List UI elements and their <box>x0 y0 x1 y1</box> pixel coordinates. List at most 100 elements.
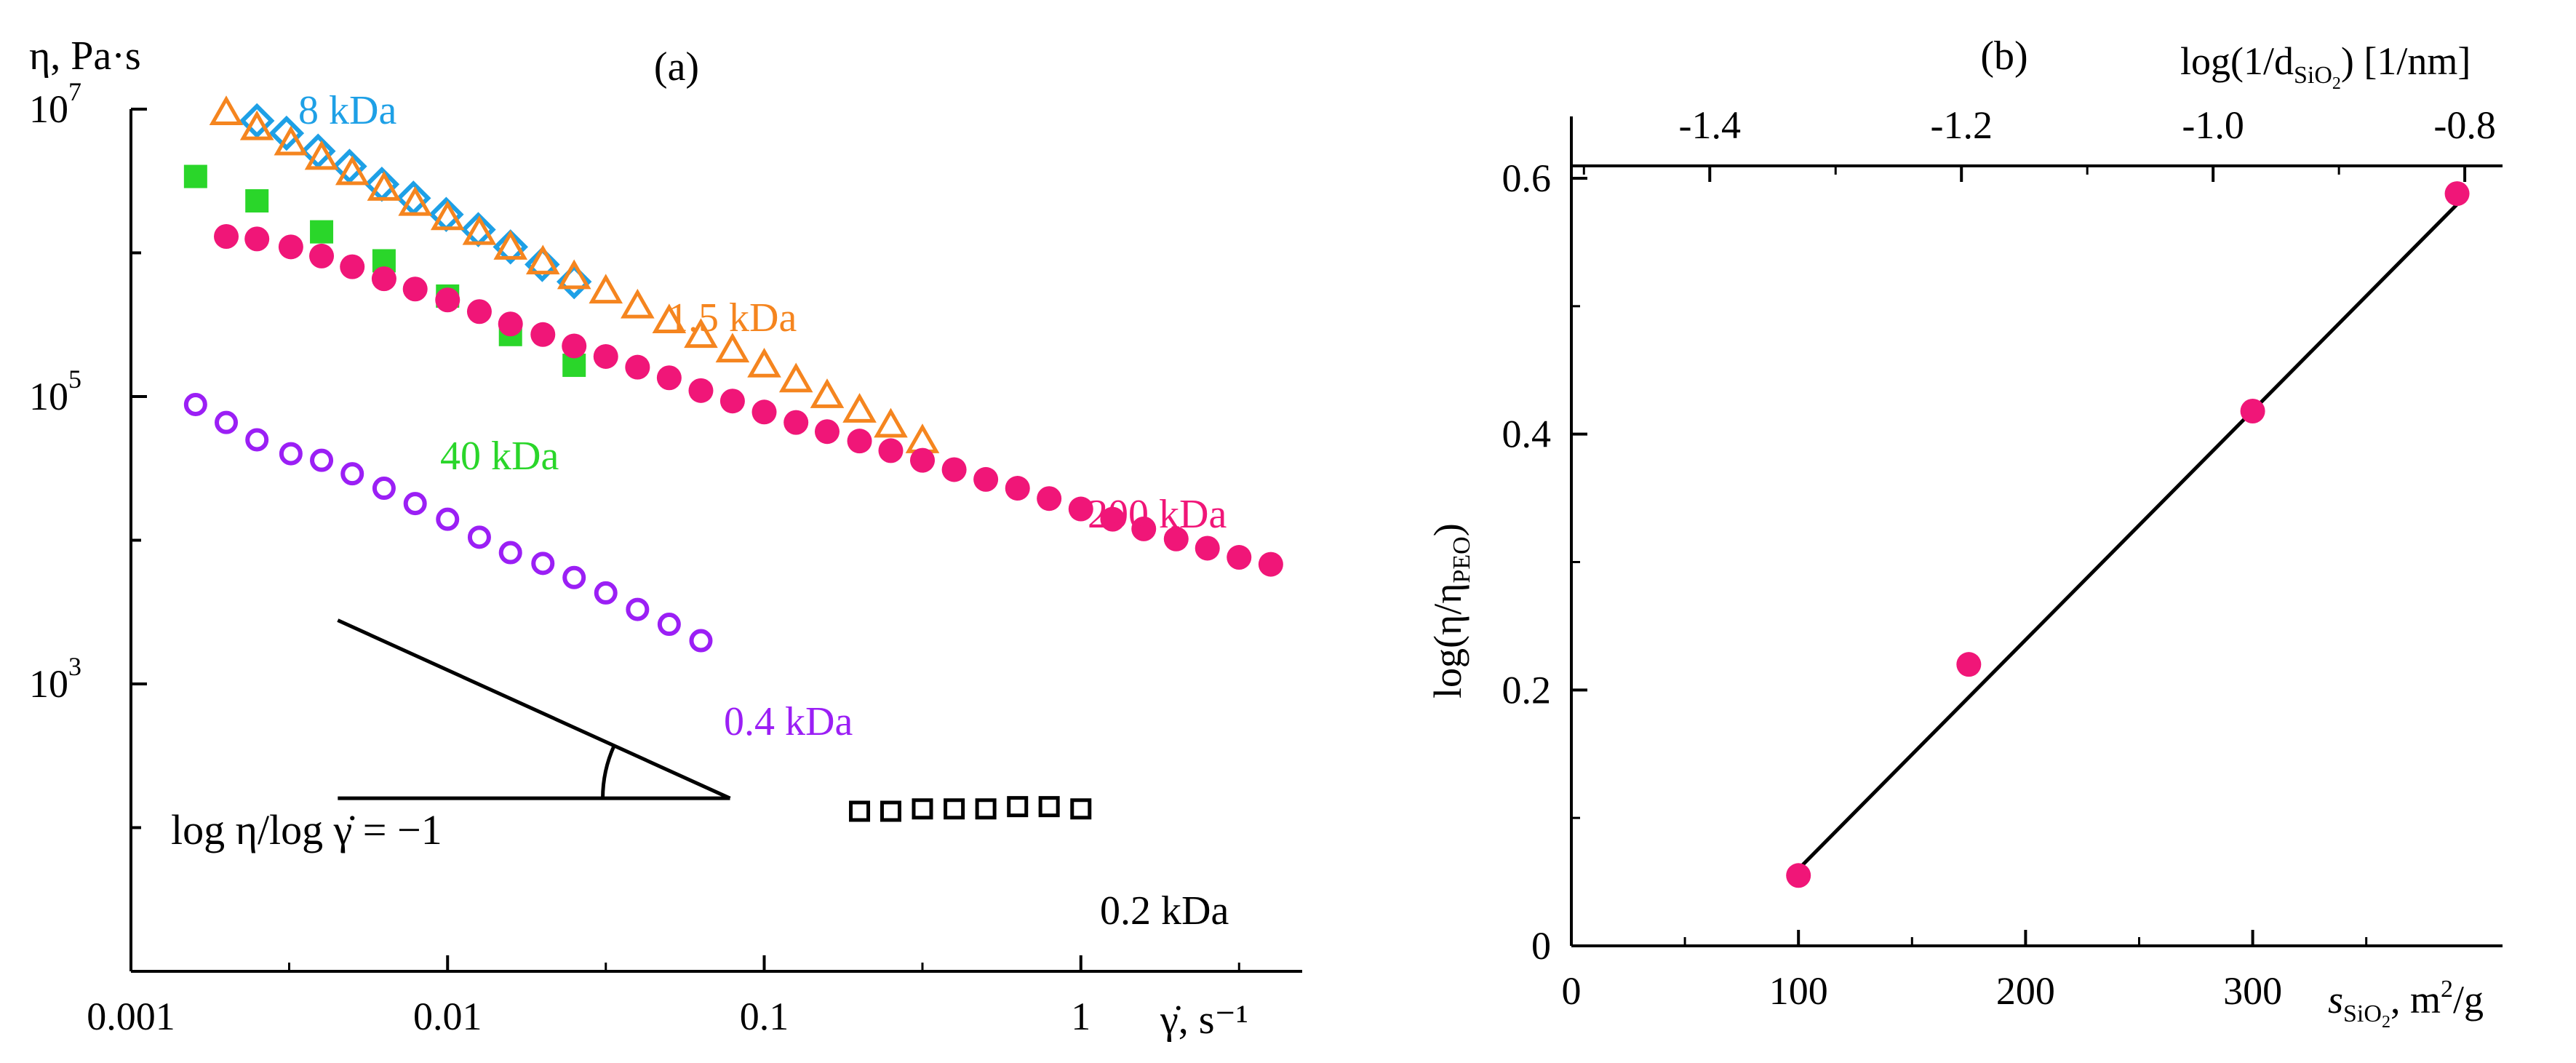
point-1-5-kda <box>715 333 750 363</box>
point-200-kda <box>688 378 714 403</box>
point-8-kda <box>268 115 305 151</box>
panel-b-axes <box>1570 116 2503 947</box>
xlabel-sub2: 2 <box>2382 1013 2390 1032</box>
slope-hypotenuse <box>337 618 731 800</box>
point-1-5-kda <box>493 230 528 260</box>
point-0-2-kda <box>849 800 871 822</box>
ylabel-main: log(η/η <box>1426 584 1470 698</box>
point-0-2-kda <box>944 798 965 820</box>
panel-b-x-tick-label: 100 <box>1769 969 1828 1013</box>
series-label-200kda: 200 kDa <box>1088 492 1227 537</box>
point-200-kda <box>309 243 335 268</box>
xlabel-sub: SiO <box>2343 1000 2382 1027</box>
point-0-2-kda <box>1038 796 1060 818</box>
xlabel-main: s <box>2328 978 2343 1022</box>
point-0-4-kda <box>498 541 522 565</box>
panel-b-top-x-tick-label: -1.2 <box>1930 103 1992 147</box>
point-0-4-kda <box>245 428 269 452</box>
panel-b-top-x-tick-label: -1.0 <box>2182 103 2244 147</box>
point-200-kda <box>340 254 365 279</box>
point-8-kda <box>525 247 560 282</box>
panel-b-series <box>1786 181 2470 888</box>
series-label-0-4kda: 0.4 kDa <box>724 699 853 744</box>
point-200-kda <box>719 389 745 414</box>
point-200-kda <box>973 466 999 492</box>
point-1-5-kda <box>589 274 623 304</box>
panel-b-top-x-tick-label: -0.8 <box>2433 103 2495 147</box>
point-1-5-kda <box>209 95 244 126</box>
panel-b-ylabel: log(η/ηPEO) <box>1426 523 1475 698</box>
point-1-5-kda <box>747 348 781 378</box>
point-peo-sio2 <box>2444 181 2470 207</box>
series-0-2-kda <box>849 796 1092 822</box>
point-1-5-kda <box>778 362 813 393</box>
point-200-kda <box>562 333 587 359</box>
point-200-kda <box>814 419 840 445</box>
point-1-5-kda <box>621 288 655 319</box>
series-label-8kda: 8 kDa <box>298 88 396 133</box>
point-1-5-kda <box>874 407 908 438</box>
point-200-kda <box>625 354 650 380</box>
top-xlabel-main: log(1/d <box>2180 39 2294 83</box>
panel-a-y-tick-label: 105 <box>29 365 81 418</box>
xlabel-units: , m <box>2390 978 2441 1022</box>
point-0-4-kda <box>183 392 207 416</box>
point-200-kda <box>847 429 872 454</box>
point-peo-sio2 <box>1786 863 1811 888</box>
series-0-4-kda <box>183 392 713 653</box>
point-0-2-kda <box>912 798 933 820</box>
panel-b: 0 100 200 300 0 0.2 0.4 0.6 -1.4 -1.2 -1.0 -0.8 (b)… <box>1426 33 2503 1032</box>
point-0-4-kda <box>657 613 681 637</box>
point-1-5-kda <box>239 110 274 140</box>
point-1-5-kda <box>557 259 591 290</box>
point-200-kda <box>656 365 682 391</box>
point-1-5-kda <box>304 140 339 170</box>
point-1-5-kda <box>684 318 718 349</box>
point-200-kda <box>1005 476 1030 501</box>
panel-a-ticks: 0.001 0.01 0.1 1 107 105 103 <box>29 77 1240 1038</box>
panel-b-x-tick-label: 0 <box>1562 969 1582 1013</box>
point-0-4-kda <box>562 565 586 589</box>
point-0-4-kda <box>626 597 650 621</box>
point-200-kda <box>941 457 967 482</box>
point-0-2-kda <box>1007 796 1029 818</box>
panel-a-x-tick-label: 1 <box>1071 995 1090 1038</box>
point-1-5-kda <box>274 125 308 156</box>
ylabel-sub: PEO <box>1448 536 1475 583</box>
panel-b-xlabel: sSiO2, m2/g <box>2328 976 2484 1032</box>
point-0-4-kda <box>279 442 303 466</box>
series-peo-sio2 <box>1786 181 2470 888</box>
point-200-kda <box>1100 506 1125 532</box>
top-xlabel-sub2: 2 <box>2332 74 2341 93</box>
point-0-2-kda <box>1070 798 1092 820</box>
point-200-kda <box>530 322 556 347</box>
panel-b-y-tick-label: 0.4 <box>1502 413 1552 456</box>
point-200-kda <box>593 343 618 369</box>
point-200-kda <box>878 438 904 463</box>
point-8-kda <box>239 103 275 139</box>
point-200-kda <box>1195 536 1220 561</box>
panel-b-top-x-tick-label: -1.4 <box>1679 103 1741 147</box>
point-peo-sio2 <box>2240 399 2265 424</box>
point-1-5-kda <box>462 215 497 245</box>
point-0-4-kda <box>467 525 491 549</box>
point-200-kda <box>1258 552 1283 577</box>
point-200-kda <box>435 287 460 313</box>
panel-a-ylabel: η, Pa·s <box>29 33 141 79</box>
panel-a: 0.001 0.01 0.1 1 107 105 103 (a) η, Pa·s γ̇, s… <box>29 33 1302 1043</box>
point-8-kda <box>493 229 528 265</box>
series-label-40kda: 40 kDa <box>440 434 559 479</box>
panel-a-x-tick-label: 0.01 <box>413 995 482 1038</box>
xlabel-units-tail: /g <box>2453 978 2484 1022</box>
panel-b-y-tick-label: 0.2 <box>1502 668 1552 712</box>
point-0-2-kda <box>975 798 997 820</box>
point-peo-sio2 <box>1956 652 1982 677</box>
top-xlabel-sub: SiO <box>2294 62 2332 89</box>
ylabel-close: ) <box>1426 523 1470 536</box>
panel-b-x-tick-label: 300 <box>2223 969 2282 1013</box>
point-40-kda <box>245 189 269 213</box>
point-0-2-kda <box>880 800 901 822</box>
point-1-5-kda <box>652 303 687 334</box>
panel-b-x-tick-label: 200 <box>1996 969 2055 1013</box>
panel-a-series <box>183 95 1283 822</box>
